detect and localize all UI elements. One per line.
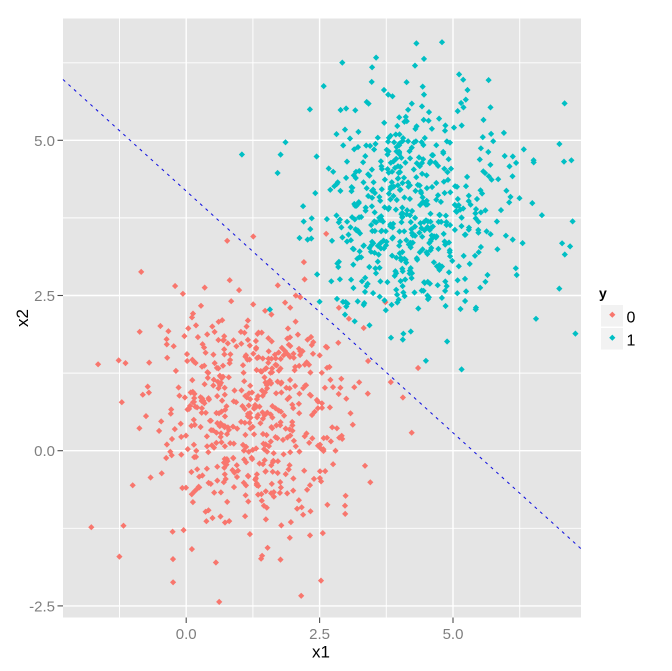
svg-text:0: 0 (627, 310, 636, 327)
svg-text:5.0: 5.0 (34, 133, 55, 150)
svg-text:x2: x2 (13, 309, 32, 327)
svg-text:0.0: 0.0 (34, 443, 55, 460)
svg-text:y: y (599, 285, 607, 301)
svg-text:-2.5: -2.5 (29, 598, 55, 615)
svg-text:x1: x1 (312, 642, 330, 661)
svg-text:2.5: 2.5 (34, 288, 55, 305)
svg-text:5.0: 5.0 (443, 626, 464, 643)
svg-text:2.5: 2.5 (309, 626, 330, 643)
svg-text:1: 1 (627, 333, 636, 350)
svg-text:0.0: 0.0 (176, 626, 197, 643)
